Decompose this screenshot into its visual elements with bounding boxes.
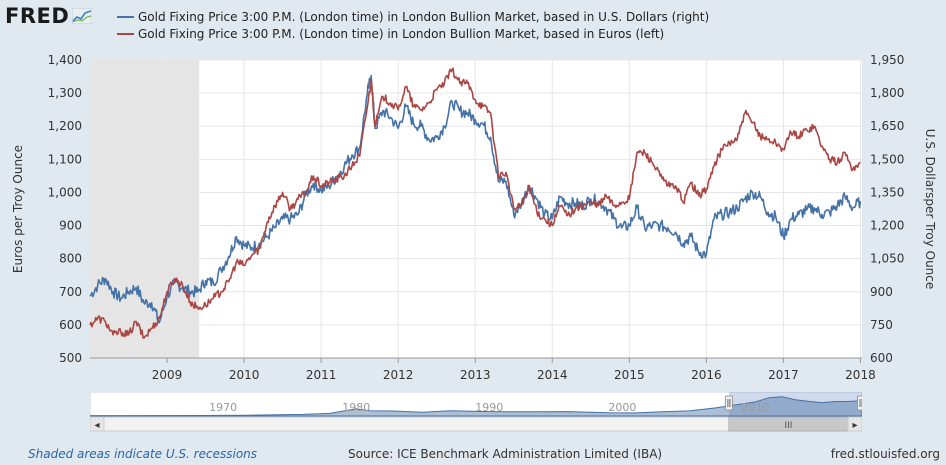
y-right-tick-label: 1,800 <box>870 86 904 100</box>
y-left-tick-label: 900 <box>59 219 82 233</box>
navigator-handle-left[interactable] <box>724 395 733 411</box>
fred-chart-line-icon <box>72 8 93 24</box>
y-right-tick-label: 600 <box>870 351 893 365</box>
x-tick-label: 2013 <box>460 368 491 382</box>
scroll-left-icon: ◂ <box>94 420 99 431</box>
x-tick-label: 2012 <box>383 368 414 382</box>
y-right-tick-label: 1,350 <box>870 185 904 199</box>
legend: Gold Fixing Price 3:00 P.M. (London time… <box>117 8 709 42</box>
legend-swatch-usd <box>117 15 134 18</box>
recession-note: Shaded areas indicate U.S. recessions <box>28 447 258 461</box>
y-left-tick-label: 500 <box>59 351 82 365</box>
scrollbar-grip: III <box>784 421 792 431</box>
y-left-tick-label: 1,200 <box>48 119 82 133</box>
x-tick-label: 2015 <box>614 368 645 382</box>
navigator-year-label: 1990 <box>475 401 503 414</box>
x-tick-label: 2018 <box>845 368 876 382</box>
navigator-year-label: 2000 <box>608 401 636 414</box>
y-right-tick-label: 1,500 <box>870 152 904 166</box>
scroll-right-button[interactable] <box>847 416 862 432</box>
legend-item-eur[interactable]: Gold Fixing Price 3:00 P.M. (London time… <box>117 25 709 42</box>
navigator-selection[interactable] <box>728 392 862 416</box>
recession-shade <box>90 60 200 358</box>
series-line-eur <box>89 67 861 339</box>
legend-label-eur: Gold Fixing Price 3:00 P.M. (London time… <box>138 26 665 41</box>
y-right-tick-label: 900 <box>870 285 893 299</box>
x-tick-label: 2016 <box>691 368 722 382</box>
y-left-tick-label: 1,100 <box>48 152 82 166</box>
footer: Shaded areas indicate U.S. recessions So… <box>0 446 946 464</box>
y-left-tick-label: 1,000 <box>48 185 82 199</box>
y-left-axis-label: Euros per Troy Ounce <box>11 145 25 273</box>
y-left-tick-label: 600 <box>59 318 82 332</box>
scroll-right-icon: ▸ <box>852 420 857 431</box>
y-left-tick-label: 1,400 <box>48 53 82 67</box>
navigator-year-label: 1980 <box>342 401 370 414</box>
series-line-usd <box>89 74 862 324</box>
source-note: Source: ICE Benchmark Administration Lim… <box>348 447 663 461</box>
fred-logo[interactable]: FRED <box>5 4 93 28</box>
y-right-tick-label: 1,650 <box>870 119 904 133</box>
site-link[interactable]: fred.stlouisfed.org <box>830 447 940 461</box>
x-tick-label: 2014 <box>537 368 568 382</box>
plot-area <box>90 60 862 358</box>
x-tick-label: 2017 <box>768 368 799 382</box>
legend-label-usd: Gold Fixing Price 3:00 P.M. (London time… <box>138 9 710 24</box>
time-navigator[interactable]: 1970 1980 1990 2000 2010 III ◂ ▸ <box>90 392 862 432</box>
y-right-tick-label: 1,200 <box>870 219 904 233</box>
y-left-tick-label: 700 <box>59 285 82 299</box>
y-right-tick-label: 750 <box>870 318 893 332</box>
x-tick-label: 2009 <box>152 368 183 382</box>
y-left-tick-label: 800 <box>59 252 82 266</box>
legend-swatch-eur <box>117 32 134 35</box>
header: FRED Gold Fixing Price 3:00 P.M. (London… <box>0 0 946 48</box>
y-right-tick-label: 1,050 <box>870 252 904 266</box>
y-left-tick-label: 1,300 <box>48 86 82 100</box>
y-right-axis-label: U.S. Dollarsper Troy Ounce <box>923 129 937 290</box>
scrollbar-track[interactable] <box>90 416 862 432</box>
legend-item-usd[interactable]: Gold Fixing Price 3:00 P.M. (London time… <box>117 8 709 25</box>
x-tick-label: 2010 <box>229 368 260 382</box>
scroll-left-button[interactable] <box>90 416 105 432</box>
y-right-tick-label: 1,950 <box>870 53 904 67</box>
line-chart: 500 600 600 750 700 900 800 1,050 900 1,200 1,000 1… <box>11 53 937 382</box>
navigator-overview-area <box>90 396 862 417</box>
fred-logo-text: FRED <box>5 4 70 28</box>
x-tick-label: 2011 <box>306 368 337 382</box>
navigator-year-label: 1970 <box>209 401 237 414</box>
navigator-year-label: 2010 <box>742 401 770 414</box>
